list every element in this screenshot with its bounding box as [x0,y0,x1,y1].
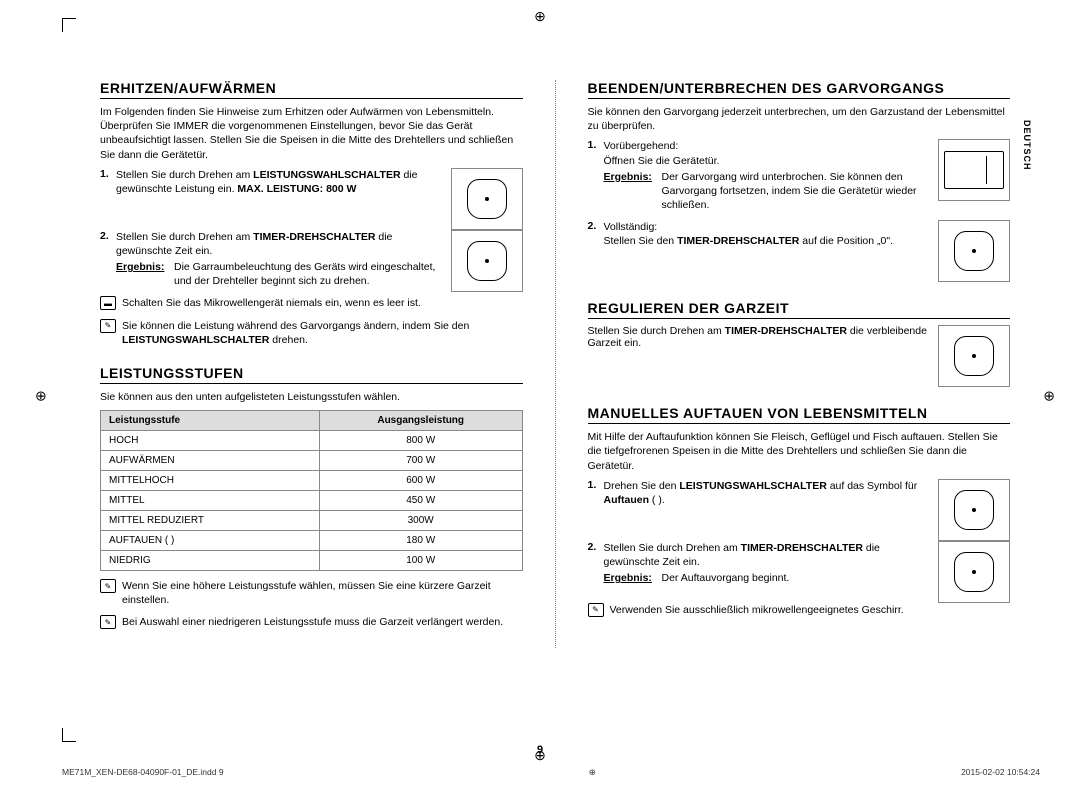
heading: ERHITZEN/AUFWÄRMEN [100,80,523,99]
step-text: Vorübergehend: Öffnen Sie die Gerätetür.… [604,139,931,212]
step-text: Stellen Sie durch Drehen am LEISTUNGSWAH… [116,168,443,196]
result-text: Der Garvorgang wird unterbrochen. Sie kö… [662,170,931,213]
timer-dial-illustration [451,230,523,292]
intro-text: Sie können aus den unten aufgelisteten L… [100,390,523,404]
print-footer: ME71M_XEN-DE68-04090F-01_DE.indd 9 ⊕ 201… [62,767,1040,778]
note-text: Verwenden Sie ausschließlich mikrowellen… [610,603,1011,617]
page-number: 9 [537,744,543,756]
table-header: Ausgangsleistung [319,411,522,431]
crop-mark [62,728,76,742]
step-number: 2. [588,220,604,248]
footer-date: 2015-02-02 10:54:24 [961,767,1040,778]
timer-dial-illustration [938,220,1010,282]
registration-mark-right: ⊕ [1043,388,1055,405]
step-text: Drehen Sie den LEISTUNGSWAHLSCHALTER auf… [604,479,931,507]
result-text: Die Garraumbeleuchtung des Geräts wird e… [174,260,443,288]
left-column: ERHITZEN/AUFWÄRMEN Im Folgenden finden S… [100,80,523,648]
note-text: Schalten Sie das Mikrowellengerät niemal… [122,296,523,310]
table-header: Leistungsstufe [101,411,320,431]
step-number: 1. [588,479,604,507]
body-text: Stellen Sie durch Drehen am TIMER-DREHSC… [588,325,931,349]
note-text: Bei Auswahl einer niedrigeren Leistungss… [122,615,523,629]
crop-mark [62,18,76,32]
page-content: ERHITZEN/AUFWÄRMEN Im Folgenden finden S… [0,0,1080,688]
info-icon: ✎ [100,579,116,593]
section-adjust-time: REGULIEREN DER GARZEIT Stellen Sie durch… [588,300,1011,387]
language-tab: DEUTSCH [1022,120,1032,171]
registration-mark-footer: ⊕ [589,767,596,778]
step-number: 2. [100,230,116,289]
result-text: Der Auftauvorgang beginnt. [662,571,931,585]
result-label: Ergebnis: [116,260,174,288]
registration-mark-left: ⊕ [35,388,47,405]
power-dial-illustration [451,168,523,230]
table-row: MITTEL450 W [101,491,523,511]
table-row: MITTEL REDUZIERT300W [101,511,523,531]
timer-dial-illustration [938,325,1010,387]
section-defrost: MANUELLES AUFTAUEN VON LEBENSMITTELN Mit… [588,405,1011,617]
heading: MANUELLES AUFTAUEN VON LEBENSMITTELN [588,405,1011,424]
result-label: Ergebnis: [604,170,662,213]
step-text: Vollständig: Stellen Sie den TIMER-DREHS… [604,220,931,248]
section-heat: ERHITZEN/AUFWÄRMEN Im Folgenden finden S… [100,80,523,347]
note-text: Sie können die Leistung während des Garv… [122,319,523,347]
section-stop-cooking: BEENDEN/UNTERBRECHEN DES GARVORGANGS Sie… [588,80,1011,282]
power-dial-illustration [938,479,1010,541]
step-text: Stellen Sie durch Drehen am TIMER-DREHSC… [604,541,931,586]
heading: LEISTUNGSSTUFEN [100,365,523,384]
table-row: HOCH800 W [101,431,523,451]
intro-text: Mit Hilfe der Auftaufunktion können Sie … [588,430,1011,473]
intro-text: Sie können den Garvorgang jederzeit unte… [588,105,1011,133]
power-levels-table: Leistungsstufe Ausgangsleistung HOCH800 … [100,410,523,571]
table-row: AUFWÄRMEN700 W [101,451,523,471]
table-row: NIEDRIG100 W [101,551,523,571]
result-label: Ergebnis: [604,571,662,585]
step-number: 1. [588,139,604,212]
microwave-illustration [938,139,1010,201]
note-text: Wenn Sie eine höhere Leistungsstufe wähl… [122,579,523,607]
info-icon: ✎ [588,603,604,617]
info-icon: ✎ [100,615,116,629]
footer-file: ME71M_XEN-DE68-04090F-01_DE.indd 9 [62,767,224,778]
heading: BEENDEN/UNTERBRECHEN DES GARVORGANGS [588,80,1011,99]
column-divider [555,80,556,648]
timer-dial-illustration [938,541,1010,603]
info-icon: ✎ [100,319,116,333]
step-number: 2. [588,541,604,586]
intro-text: Im Folgenden finden Sie Hinweise zum Erh… [100,105,523,162]
heading: REGULIEREN DER GARZEIT [588,300,1011,319]
step-number: 1. [100,168,116,196]
warning-icon: ▬ [100,296,116,310]
section-power-levels: LEISTUNGSSTUFEN Sie können aus den unten… [100,365,523,630]
table-row: AUFTAUEN ( )180 W [101,531,523,551]
registration-mark-top: ⊕ [534,8,546,25]
table-row: MITTELHOCH600 W [101,471,523,491]
step-text: Stellen Sie durch Drehen am TIMER-DREHSC… [116,230,443,289]
right-column: BEENDEN/UNTERBRECHEN DES GARVORGANGS Sie… [588,80,1011,648]
